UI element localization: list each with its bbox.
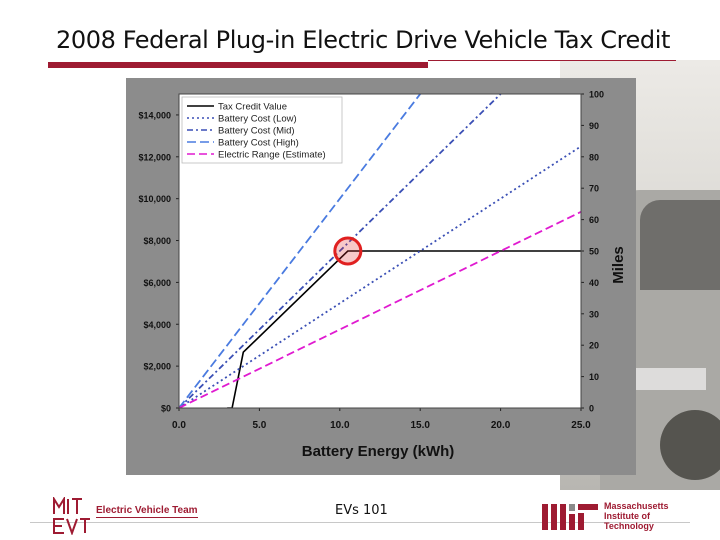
annotation-circle xyxy=(333,236,363,266)
y2-tick-label: 30 xyxy=(589,309,599,319)
y2-tick-label: 50 xyxy=(589,247,599,257)
series-line-3 xyxy=(179,94,422,408)
series-line-2 xyxy=(179,94,502,408)
background-car-wheel xyxy=(660,410,720,480)
y2-tick-label: 10 xyxy=(589,372,599,382)
footer-team-underline xyxy=(96,517,198,518)
institute-line-3: Technology xyxy=(604,521,654,531)
y2-tick-label: 80 xyxy=(589,152,599,162)
y2-tick-label: 60 xyxy=(589,215,599,225)
institute-line-1: Massachusetts xyxy=(604,501,669,511)
mit-logo xyxy=(542,504,598,530)
footer-divider xyxy=(30,522,690,523)
y-tick-label: $0 xyxy=(161,404,171,414)
y-tick-label: $14,000 xyxy=(138,110,171,120)
x-axis-title: Battery Energy (kWh) xyxy=(302,443,455,460)
background-car-logo xyxy=(636,368,706,390)
y2-tick-label: 20 xyxy=(589,341,599,351)
background-car-window xyxy=(640,200,720,290)
y-tick-label: $6,000 xyxy=(143,278,171,288)
x-tick-label: 5.0 xyxy=(252,420,266,431)
y2-tick-label: 100 xyxy=(589,90,604,100)
y2-tick-label: 0 xyxy=(589,404,594,414)
x-tick-label: 0.0 xyxy=(172,420,186,431)
series-line-4 xyxy=(179,210,581,408)
legend-label-0: Tax Credit Value xyxy=(218,102,287,113)
footer-team-name: Electric Vehicle Team xyxy=(96,505,198,516)
x-tick-label: 10.0 xyxy=(330,420,350,431)
x-tick-label: 25.0 xyxy=(571,420,591,431)
x-tick-label: 20.0 xyxy=(491,420,511,431)
y-tick-label: $12,000 xyxy=(138,152,171,162)
chart-panel: $0 $2,000 $4,000 $6,000 $8,000 $10,000 $12,000… xyxy=(126,78,636,475)
y2-axis-title: Miles xyxy=(610,246,627,284)
y2-tick-label: 90 xyxy=(589,121,599,131)
footer-center-label: EVs 101 xyxy=(335,503,388,518)
y-tick-label: $2,000 xyxy=(143,362,171,372)
institute-line-2: Institute of xyxy=(604,511,650,521)
series-line-0 xyxy=(227,250,581,408)
x-tick-label: 15.0 xyxy=(410,420,430,431)
mit-evt-logo xyxy=(53,497,90,535)
y-tick-label: $4,000 xyxy=(143,320,171,330)
legend-label-3: Battery Cost (High) xyxy=(218,138,299,149)
y-tick-label: $8,000 xyxy=(143,236,171,246)
title-rule-thin xyxy=(428,60,676,61)
legend-label-1: Battery Cost (Low) xyxy=(218,114,297,125)
tax-credit-chart: $0 $2,000 $4,000 $6,000 $8,000 $10,000 $12,000… xyxy=(138,90,627,461)
y2-tick-label: 70 xyxy=(589,184,599,194)
legend-label-2: Battery Cost (Mid) xyxy=(218,126,295,137)
title-rule-accent xyxy=(48,62,428,68)
y-tick-label: $10,000 xyxy=(138,194,171,204)
y2-tick-label: 40 xyxy=(589,278,599,288)
legend-box xyxy=(181,96,343,164)
plot-border xyxy=(178,93,582,409)
legend-label-4: Electric Range (Estimate) xyxy=(218,150,326,161)
institute-name: Massachusetts Institute of Technology xyxy=(604,501,669,531)
slide-title: 2008 Federal Plug-in Electric Drive Vehi… xyxy=(56,26,671,54)
